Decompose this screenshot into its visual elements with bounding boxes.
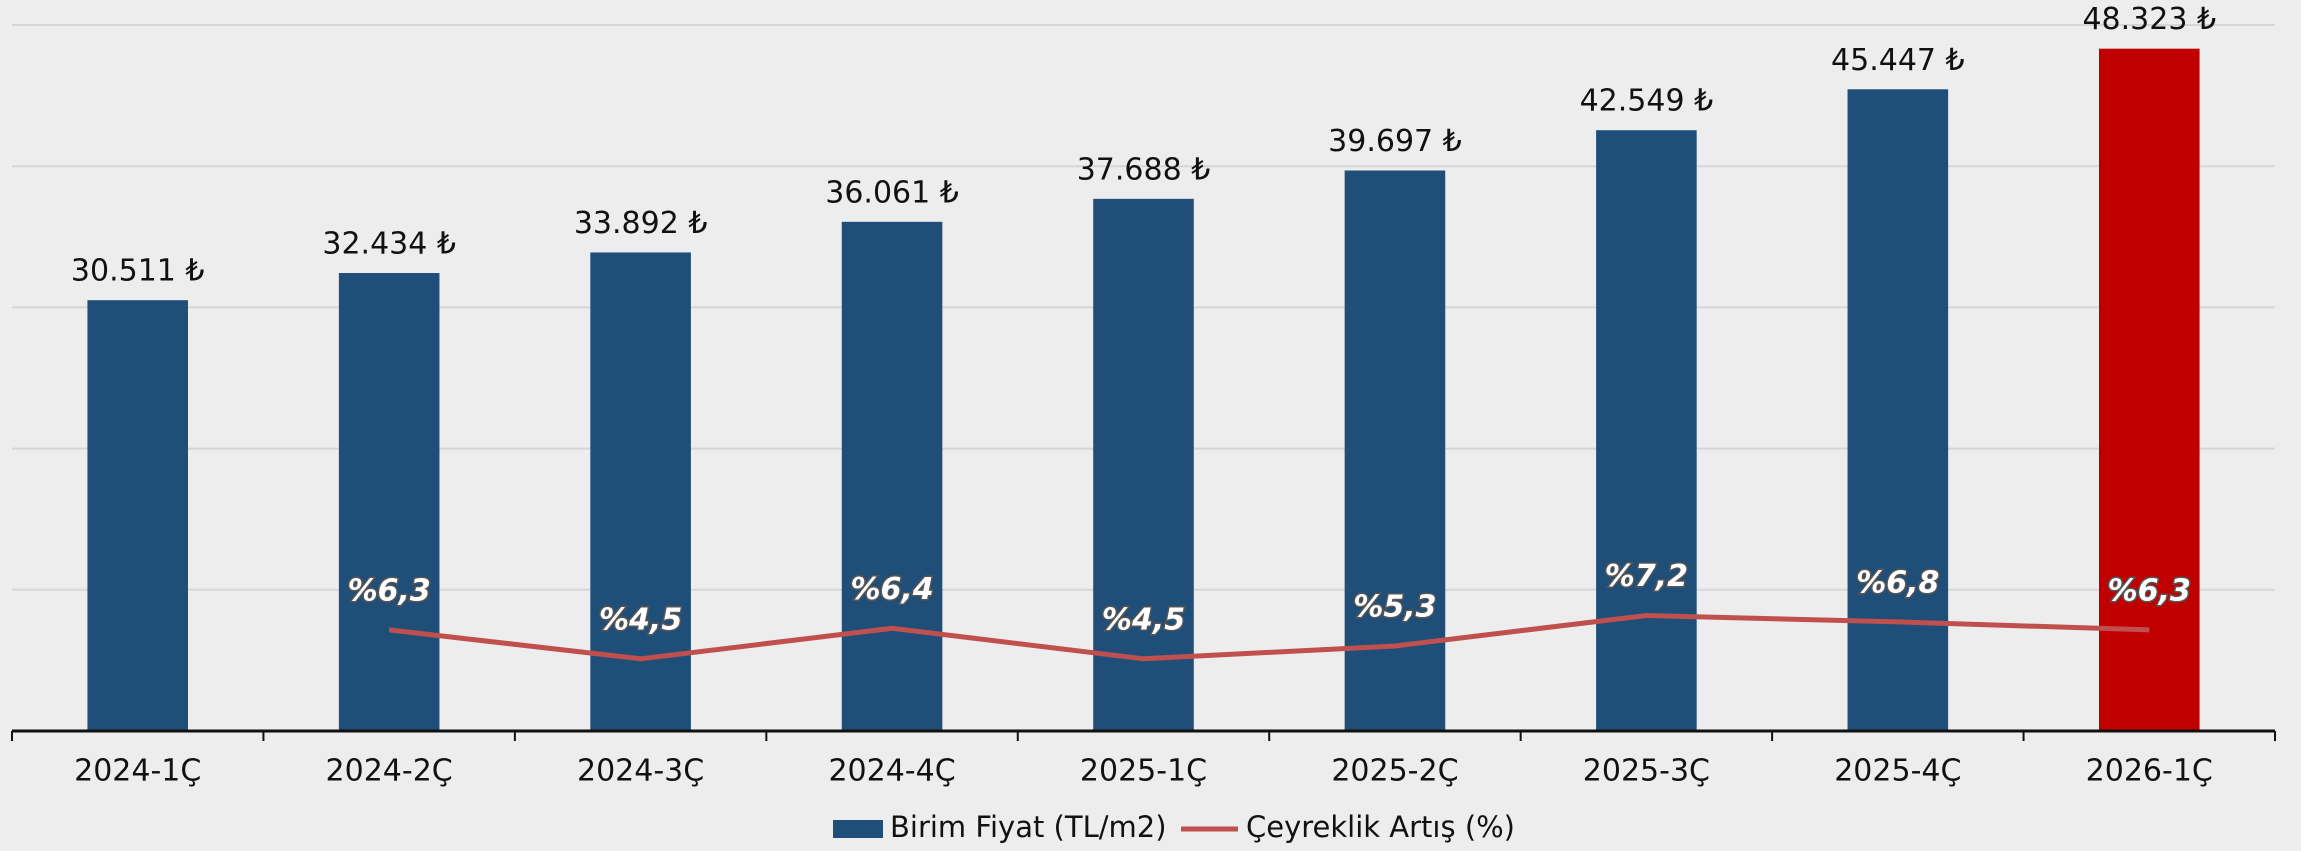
bar: [2098, 48, 2200, 731]
line-value-label: %7,2: [1605, 559, 1688, 594]
legend-label: Çeyreklik Artış (%): [1246, 810, 1515, 844]
bar-value-label: 32.434 ₺: [322, 227, 456, 262]
bar: [841, 221, 943, 732]
legend-label: Birim Fiyat (TL/m2): [890, 810, 1167, 844]
x-tick-label: 2025-2Ç: [1331, 754, 1458, 789]
line: [388, 612, 2150, 662]
bar: [87, 300, 189, 731]
line-value-label: %6,3: [2108, 573, 2191, 608]
bar-value-label: 37.688 ₺: [1077, 152, 1211, 187]
line-value-label: %4,5: [599, 602, 682, 637]
bar-value-label: 39.697 ₺: [1328, 124, 1462, 159]
x-tick-label: 2025-4Ç: [1834, 754, 1961, 789]
bar: [1847, 89, 1949, 732]
x-tick-label: 2025-1Ç: [1080, 754, 1207, 789]
line-value-label: %6,3: [348, 573, 431, 608]
bar-value-label: 33.892 ₺: [574, 206, 708, 241]
bar-value-label: 45.447 ₺: [1831, 43, 1965, 78]
line-value-label: %4,5: [1102, 602, 1185, 637]
x-tick-label: 2025-3Ç: [1583, 754, 1710, 789]
x-tick-label: 2024-3Ç: [577, 754, 704, 789]
line-value-label: %6,4: [850, 572, 933, 607]
bar-value-label: 36.061 ₺: [825, 175, 959, 210]
bar: [1093, 198, 1194, 731]
line-value-label: %6,8: [1856, 565, 1939, 600]
x-tick-label: 2024-4Ç: [828, 754, 955, 789]
x-tick-label: 2024-2Ç: [326, 754, 453, 789]
legend-swatch: [833, 820, 883, 838]
bar-value-label: 48.323 ₺: [2082, 2, 2216, 37]
bar: [1344, 170, 1446, 731]
bar: [1596, 130, 1697, 731]
x-tick-label: 2024-1Ç: [74, 754, 201, 789]
bar-value-label: 42.549 ₺: [1580, 84, 1714, 119]
bar: [338, 273, 440, 731]
bar: [590, 252, 691, 732]
x-tick-label: 2026-1Ç: [2086, 754, 2213, 789]
bar-value-label: 30.511 ₺: [71, 254, 205, 289]
line-value-label: %5,3: [1353, 589, 1436, 624]
